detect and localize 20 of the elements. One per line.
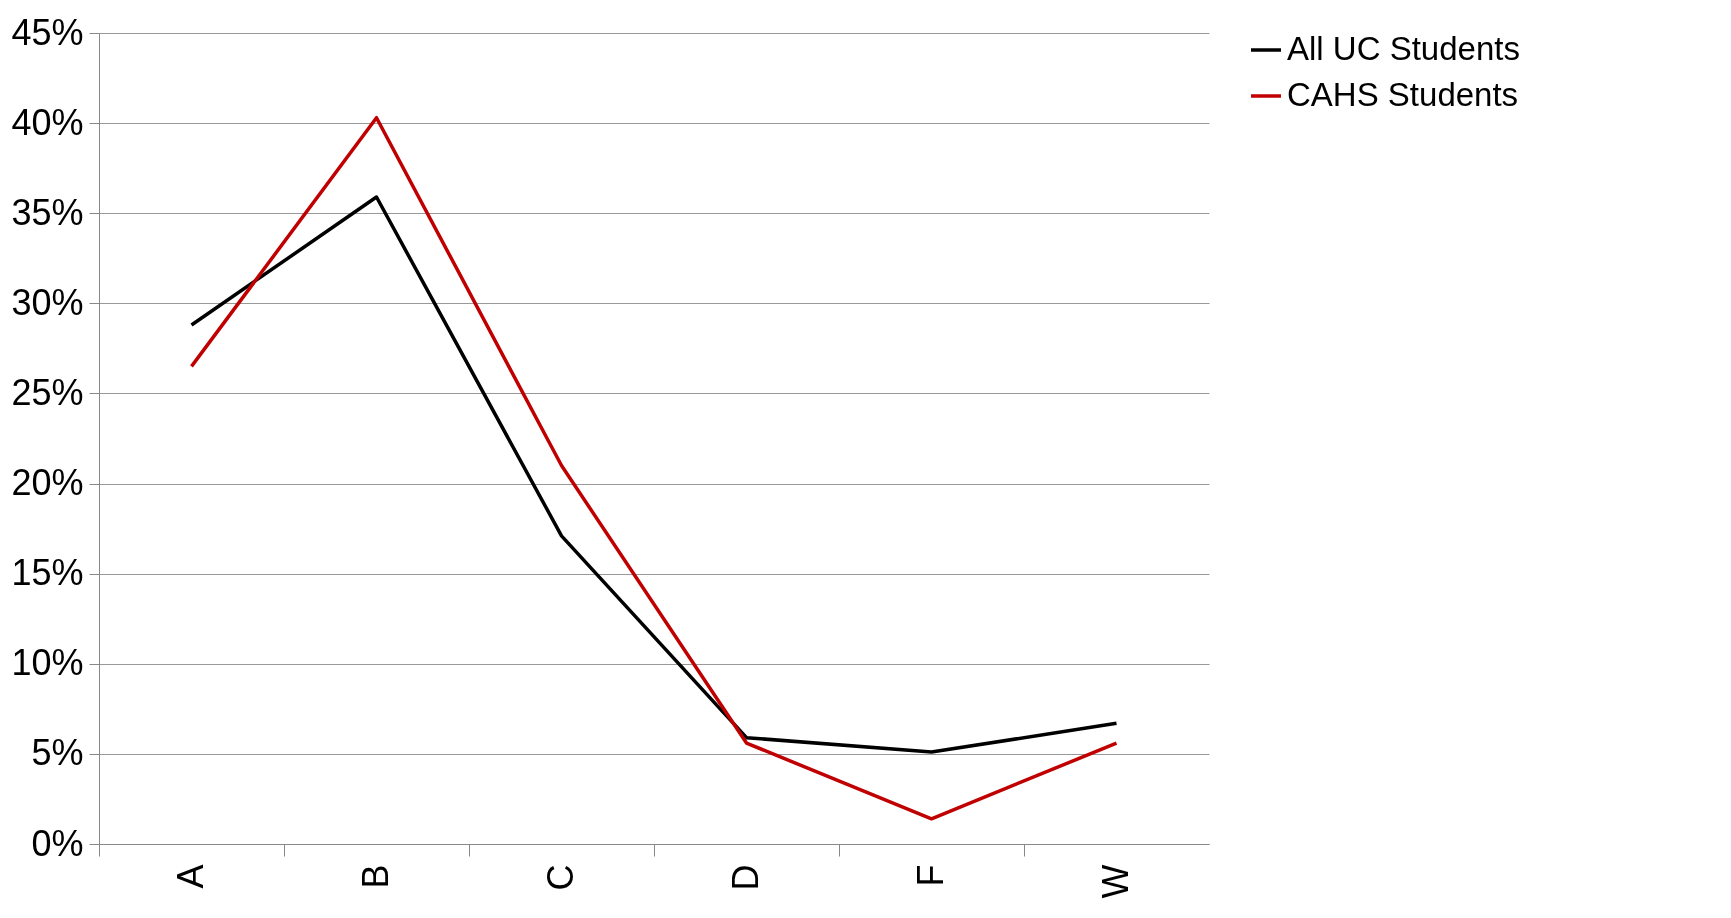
y-tick-label: 0%	[31, 822, 84, 864]
x-tick-label: F	[909, 864, 951, 887]
line-series	[189, 195, 1119, 754]
legend-label: CAHS Students	[1287, 76, 1519, 113]
y-tick-label: 40%	[11, 101, 84, 143]
y-tick-label: 5%	[31, 732, 84, 774]
x-tick-label: A	[169, 864, 211, 889]
line-series	[189, 115, 1119, 821]
y-tick-label: 35%	[11, 191, 84, 233]
y-tick-label: 30%	[11, 281, 84, 323]
y-tick-label: 10%	[11, 642, 84, 684]
x-tick-label: W	[1094, 864, 1136, 899]
y-tick-label: 15%	[11, 552, 84, 594]
x-tick-label: C	[539, 864, 581, 891]
x-tick-label: B	[354, 864, 396, 889]
y-tick-label: 25%	[11, 371, 84, 413]
x-tick-label: D	[724, 864, 766, 891]
legend-label: All UC Students	[1287, 30, 1520, 67]
y-tick-label: 45%	[11, 11, 84, 53]
y-tick-label: 20%	[11, 462, 84, 504]
